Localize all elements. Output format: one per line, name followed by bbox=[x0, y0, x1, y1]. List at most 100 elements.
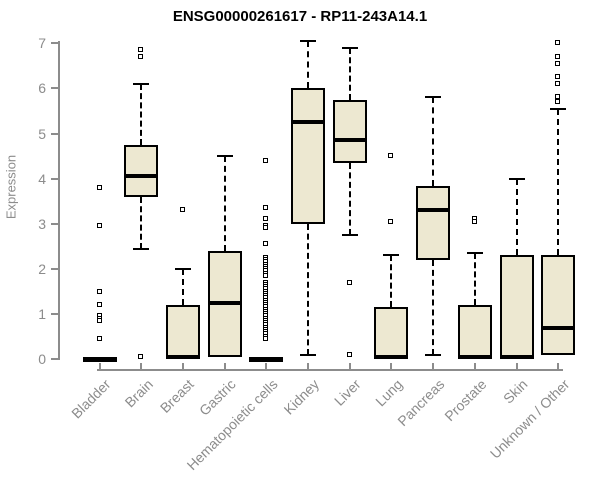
median-line bbox=[291, 120, 326, 125]
box-iqr bbox=[416, 185, 451, 260]
y-tick-label: 2 bbox=[38, 261, 46, 278]
outlier-point bbox=[96, 335, 102, 341]
outlier-point bbox=[96, 317, 102, 323]
x-tick bbox=[307, 363, 310, 371]
lower-whisker bbox=[348, 162, 351, 236]
x-category-label-text: Lung bbox=[372, 376, 406, 410]
upper-whisker bbox=[390, 255, 393, 308]
outlier-point bbox=[263, 241, 269, 247]
y-tick-label: 6 bbox=[38, 80, 46, 97]
y-axis-title: Expression bbox=[3, 154, 19, 220]
collapsed-box bbox=[82, 356, 117, 362]
outlier-point bbox=[179, 207, 185, 213]
y-tick bbox=[51, 268, 59, 271]
upper-whisker bbox=[348, 47, 351, 100]
x-tick bbox=[390, 363, 393, 371]
outlier-point bbox=[96, 288, 102, 294]
x-tick bbox=[223, 363, 226, 371]
x-tick bbox=[181, 363, 184, 371]
x-tick bbox=[557, 363, 560, 371]
box-iqr bbox=[165, 305, 200, 360]
x-tick bbox=[265, 363, 268, 371]
outlier-point bbox=[555, 53, 561, 59]
outlier-point bbox=[96, 223, 102, 229]
lower-whisker-cap bbox=[341, 234, 358, 237]
median-line bbox=[124, 174, 159, 179]
y-tick-label: 1 bbox=[38, 306, 46, 323]
upper-whisker bbox=[307, 41, 310, 89]
upper-whisker-cap bbox=[466, 252, 483, 255]
outlier-point bbox=[555, 40, 561, 46]
upper-whisker-cap bbox=[425, 96, 442, 99]
upper-whisker bbox=[473, 253, 476, 306]
outlier-point bbox=[263, 335, 269, 341]
y-tick bbox=[51, 222, 59, 225]
outlier-point bbox=[388, 153, 394, 159]
upper-whisker bbox=[557, 108, 560, 256]
median-line bbox=[332, 138, 367, 143]
upper-whisker-cap bbox=[300, 40, 317, 43]
box-iqr bbox=[457, 305, 492, 360]
outlier-point bbox=[263, 157, 269, 163]
y-tick-label: 0 bbox=[38, 351, 46, 368]
x-category-label-text: Brain bbox=[121, 376, 156, 411]
lower-whisker bbox=[432, 259, 435, 355]
upper-whisker-cap bbox=[508, 177, 525, 180]
box-iqr bbox=[332, 99, 367, 163]
lower-whisker bbox=[307, 223, 310, 355]
y-tick bbox=[51, 358, 59, 361]
outlier-point bbox=[346, 279, 352, 285]
box-iqr bbox=[291, 88, 326, 224]
upper-whisker bbox=[432, 97, 435, 186]
y-tick-label: 4 bbox=[38, 170, 46, 187]
outlier-point bbox=[263, 205, 269, 211]
x-category-label-text: Unknown / Other bbox=[487, 376, 573, 462]
outlier-point bbox=[263, 272, 269, 278]
y-tick-label: 3 bbox=[38, 215, 46, 232]
upper-whisker-cap bbox=[216, 155, 233, 158]
upper-whisker-cap bbox=[174, 268, 191, 271]
y-tick-label: 7 bbox=[38, 35, 46, 52]
box-iqr bbox=[541, 255, 576, 355]
y-tick bbox=[51, 313, 59, 316]
y-tick bbox=[51, 87, 59, 90]
upper-whisker-cap bbox=[133, 82, 150, 85]
upper-whisker bbox=[223, 156, 226, 251]
outlier-point bbox=[555, 80, 561, 86]
box-iqr bbox=[499, 255, 534, 360]
x-tick bbox=[473, 363, 476, 371]
outlier-point bbox=[555, 94, 561, 100]
upper-whisker-cap bbox=[550, 107, 567, 110]
median-line bbox=[499, 355, 534, 360]
median-line bbox=[207, 300, 242, 305]
lower-whisker-cap bbox=[425, 353, 442, 356]
x-category-label-text: Liver bbox=[331, 376, 365, 409]
chart-title: ENSG00000261617 - RP11-243A14.1 bbox=[172, 8, 428, 25]
x-tick bbox=[140, 363, 143, 371]
upper-whisker bbox=[140, 83, 143, 145]
x-tick bbox=[515, 363, 518, 371]
upper-whisker-cap bbox=[341, 46, 358, 49]
outlier-point bbox=[263, 216, 269, 222]
median-line bbox=[541, 325, 576, 330]
x-axis-line bbox=[97, 369, 563, 371]
upper-whisker bbox=[181, 269, 184, 306]
outlier-point bbox=[138, 47, 144, 53]
median-line bbox=[165, 355, 200, 360]
outlier-point bbox=[96, 302, 102, 308]
x-tick bbox=[348, 363, 351, 371]
lower-whisker bbox=[140, 196, 143, 249]
x-tick bbox=[98, 363, 101, 371]
y-tick bbox=[51, 132, 59, 135]
collapsed-box bbox=[249, 356, 284, 362]
outlier-point bbox=[555, 99, 561, 104]
outlier-point bbox=[138, 354, 144, 360]
box-iqr bbox=[374, 307, 409, 360]
x-category-label-text: Prostate bbox=[441, 376, 490, 425]
outlier-point bbox=[388, 218, 394, 224]
median-line bbox=[416, 208, 451, 213]
upper-whisker-cap bbox=[383, 254, 400, 257]
y-tick bbox=[51, 42, 59, 45]
y-tick bbox=[51, 177, 59, 180]
